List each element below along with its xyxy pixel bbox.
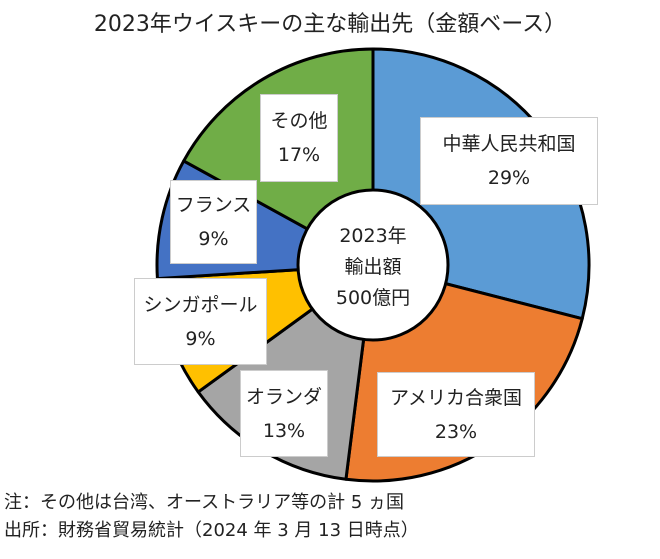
slice-label: その他 bbox=[270, 110, 328, 132]
slice-value: 23% bbox=[434, 420, 478, 443]
slice-label: アメリカ合衆国 bbox=[389, 386, 523, 409]
slice-value: 29% bbox=[487, 167, 531, 189]
footnote: 注：その他は台湾、オーストラリア等の計 5 ヵ国 bbox=[4, 492, 404, 513]
slice-value: 9% bbox=[198, 228, 229, 250]
slice-label: 中華人民共和国 bbox=[442, 133, 576, 155]
chart-title: 2023年ウイスキーの主な輸出先（金額ベース） bbox=[93, 12, 567, 37]
data-label-usa: アメリカ合衆国 23% bbox=[377, 372, 535, 457]
data-label-other: その他 17% bbox=[260, 94, 338, 182]
center-label: 2023年 輸出額 500億円 bbox=[298, 192, 448, 342]
slice-label: オランダ bbox=[245, 385, 322, 408]
data-label-china: 中華人民共和国 29% bbox=[420, 117, 598, 205]
slice-value: 17% bbox=[277, 144, 321, 166]
donut-hole bbox=[296, 188, 450, 342]
source-note: 出所：財務省貿易統計（2024 年 3 月 13 日時点） bbox=[4, 520, 419, 541]
data-label-france: フランス 9% bbox=[170, 180, 257, 264]
slice-value: 13% bbox=[262, 419, 306, 442]
center-label-caption: 輸出額 bbox=[344, 255, 402, 278]
slice-label: フランス bbox=[175, 194, 252, 216]
center-label-total: 500億円 bbox=[335, 286, 411, 309]
slice-value: 9% bbox=[185, 327, 216, 350]
data-label-netherlands: オランダ 13% bbox=[240, 370, 328, 457]
slice-label: シンガポール bbox=[143, 293, 258, 316]
data-label-singapore: シンガポール 9% bbox=[134, 278, 267, 365]
center-label-year: 2023年 bbox=[339, 224, 407, 247]
